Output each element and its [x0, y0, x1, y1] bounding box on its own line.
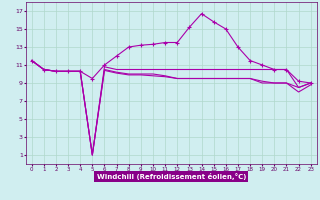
X-axis label: Windchill (Refroidissement éolien,°C): Windchill (Refroidissement éolien,°C) — [97, 173, 246, 180]
